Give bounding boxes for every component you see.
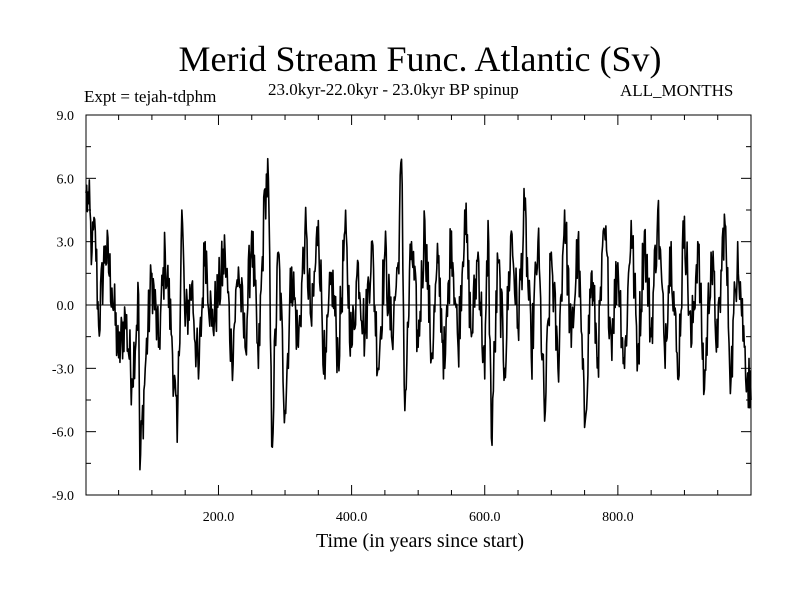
series-group — [85, 157, 752, 471]
y-tick-label: 9.0 — [57, 109, 75, 124]
x-tick-label: 800.0 — [602, 510, 634, 525]
x-tick-label: 600.0 — [469, 510, 501, 525]
y-tick-label: 6.0 — [57, 172, 75, 187]
axis-ticks — [86, 114, 751, 496]
y-tick-label: -3.0 — [52, 362, 74, 377]
experiment-label: Expt = tejah-tdphm — [84, 87, 217, 106]
y-tick-label: 3.0 — [57, 236, 75, 251]
x-tick-label: 200.0 — [203, 510, 235, 525]
axis-tick-labels: 200.0 400.0 600.0 800.0 -9.0 -6.0 -3.0 0.0 3.0 6.… — [52, 109, 634, 525]
y-tick-label: -9.0 — [52, 489, 74, 504]
chart-title: Merid Stream Func. Atlantic (Sv) — [178, 39, 662, 79]
x-tick-label: 400.0 — [336, 510, 368, 525]
y-tick-label: -6.0 — [52, 426, 74, 441]
x-axis-label: Time (in years since start) — [315, 530, 525, 552]
y-tick-label: 0.0 — [57, 299, 75, 314]
period-label: ALL_MONTHS — [620, 81, 734, 100]
series-line — [85, 157, 752, 471]
chart-subtitle: 23.0kyr-22.0kyr - 23.0kyr BP spinup — [268, 80, 519, 99]
